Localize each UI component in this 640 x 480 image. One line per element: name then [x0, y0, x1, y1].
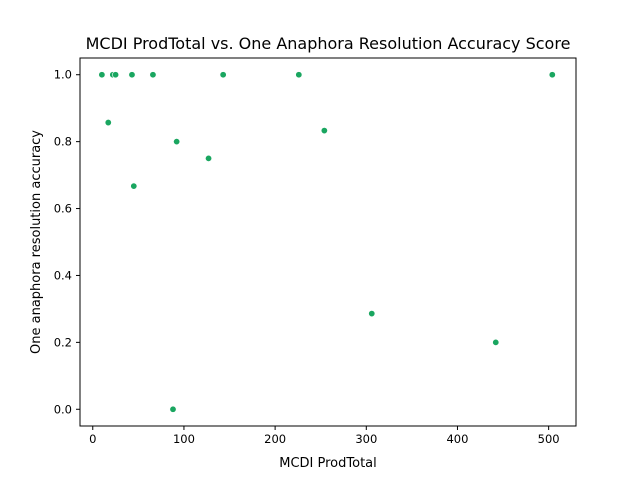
data-point	[128, 71, 136, 79]
y-tick-label: 0.4	[54, 268, 72, 282]
data-points	[98, 71, 556, 413]
x-axis: 0 100 200 300 400 500	[89, 426, 560, 446]
x-tick-label: 500	[538, 432, 560, 446]
data-point	[548, 71, 556, 79]
data-point	[104, 119, 112, 127]
x-tick-label: 100	[173, 432, 195, 446]
y-tick-label: 0.8	[54, 135, 72, 149]
y-tick-label: 0.6	[54, 202, 72, 216]
data-point	[492, 338, 500, 346]
y-axis: 0.0 0.2 0.4 0.6 0.8 1.0	[54, 68, 80, 416]
y-tick-label: 0.2	[54, 335, 72, 349]
x-tick-label: 400	[446, 432, 468, 446]
data-point	[219, 71, 227, 79]
data-point	[320, 127, 328, 135]
data-point	[149, 71, 157, 79]
x-axis-label: MCDI ProdTotal	[279, 456, 377, 471]
x-tick-label: 200	[264, 432, 286, 446]
x-tick-label: 0	[89, 432, 96, 446]
data-point	[112, 71, 120, 79]
chart-title: MCDI ProdTotal vs. One Anaphora Resoluti…	[86, 34, 571, 53]
y-tick-label: 0.0	[54, 402, 72, 416]
data-point	[205, 154, 213, 162]
data-point	[173, 138, 181, 146]
plot-area	[79, 57, 577, 427]
data-point	[169, 405, 177, 413]
data-point	[295, 71, 303, 79]
data-point	[368, 310, 376, 318]
y-axis-label: One anaphora resolution accuracy	[29, 130, 44, 354]
x-tick-label: 300	[355, 432, 377, 446]
data-point	[98, 71, 106, 79]
y-tick-label: 1.0	[54, 68, 72, 82]
plot-frame	[79, 57, 577, 427]
data-point	[130, 182, 138, 190]
